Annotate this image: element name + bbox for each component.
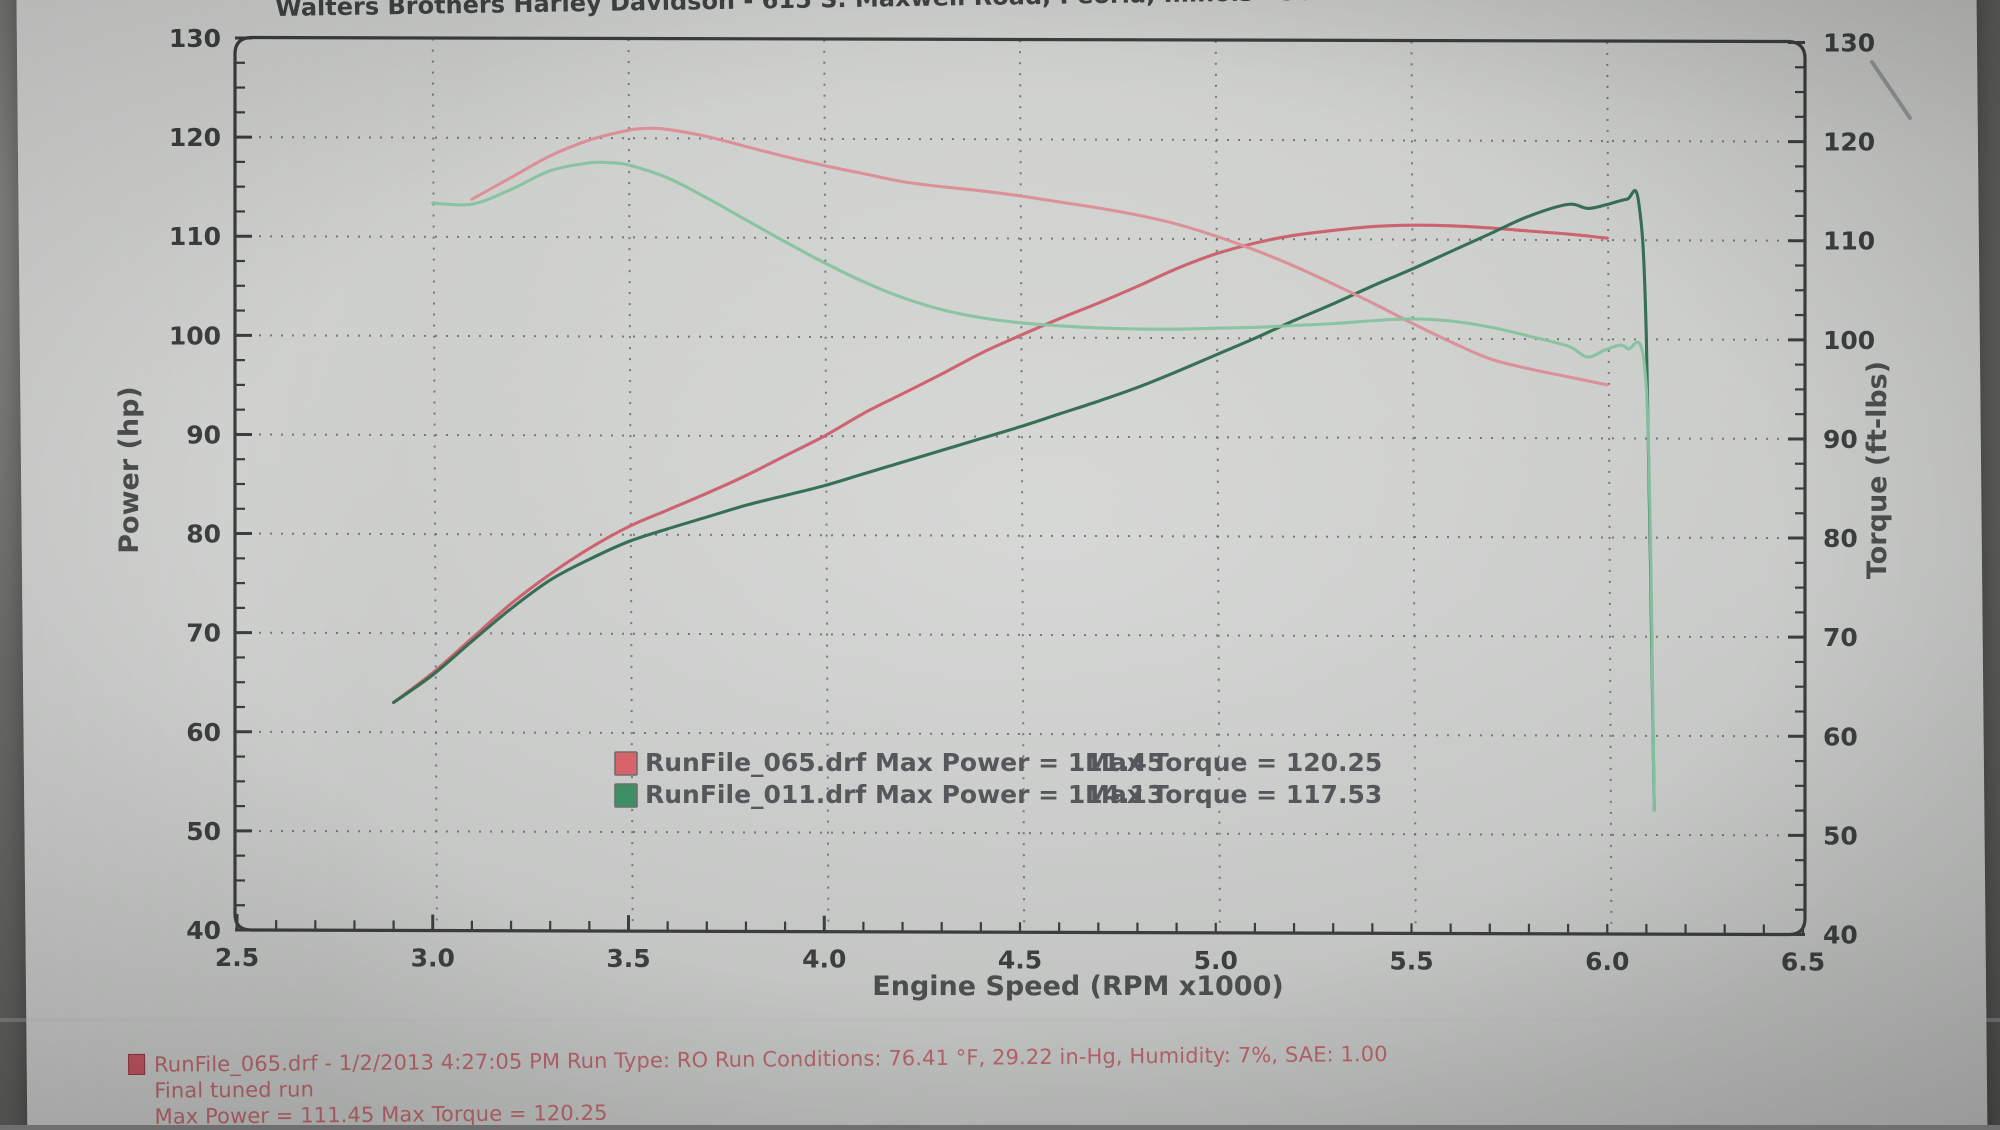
gridline-vertical (1607, 42, 1611, 934)
y-axis-tick-label: 120 (169, 123, 221, 152)
legend-torque: Max Torque = 120.25 (1085, 748, 1382, 777)
paper-crease (0, 1018, 2000, 1022)
y2-axis-tick-label: 40 (1823, 921, 1858, 950)
y2-axis-tick-label: 50 (1823, 821, 1858, 850)
y-axis-tick-label: 110 (169, 222, 221, 251)
plot-group: 40 40 50 50 60 60 70 70 80 80 90 90 100 100 110 110 120 1… (0, 24, 2000, 1022)
gridline-vertical (433, 39, 437, 931)
pen-mark (1872, 62, 1910, 118)
y-axis-tick-label: 70 (186, 619, 221, 648)
x-axis-tick-label: 3.0 (411, 944, 455, 973)
y-axis-tick-label: 90 (186, 420, 221, 449)
gridline-horizontal (237, 831, 1803, 836)
y2-axis-tick-label: 80 (1823, 524, 1858, 553)
run-caption: RunFile_065.drf - 1/2/2013 4:27:05 PM Ru… (128, 1040, 1529, 1130)
x-axis-tick-label: 5.5 (1389, 946, 1433, 975)
y-axis-tick-label: 50 (186, 817, 221, 846)
x-axis-tick-label: 2.5 (215, 943, 259, 972)
legend-swatch (615, 784, 637, 807)
gridline-horizontal (237, 534, 1803, 539)
page-title: Walters Brothers Harley Davidson - 615 S… (275, 0, 1467, 22)
x-axis-title: Engine Speed (RPM x1000) (872, 971, 1283, 1002)
y2-axis-tick-label: 60 (1823, 722, 1858, 751)
series-line-RunFile_011-drf-torque (433, 162, 1654, 810)
y2-axis-tick-label: 100 (1823, 326, 1875, 355)
x-axis-tick-label: 6.0 (1585, 947, 1629, 976)
gridline-vertical (1412, 41, 1416, 933)
y-axis-tick-label: 100 (169, 321, 221, 350)
x-axis-tick-label: 6.5 (1781, 948, 1825, 977)
y2-axis-tick-label: 90 (1823, 425, 1858, 454)
data-curves (394, 128, 1655, 810)
y-axis-title: Power (hp) (114, 386, 145, 554)
gridline-horizontal (237, 732, 1803, 737)
y-axis-tick-label: 40 (186, 916, 221, 945)
axis-labels: 40 40 50 50 60 60 70 70 80 80 90 90 100 100 110 110 120 1… (169, 24, 1875, 977)
gridline-horizontal (237, 434, 1803, 439)
y2-axis-tick-label: 70 (1823, 623, 1858, 652)
legend-torque: Max Torque = 117.53 (1085, 780, 1382, 809)
series-line-RunFile_011-drf-power (394, 190, 1655, 810)
y-axis-tick-label: 130 (169, 24, 221, 53)
y2-axis-tick-label: 110 (1823, 227, 1875, 256)
series-line-RunFile_065-drf-power (394, 225, 1608, 702)
caption-color-swatch (128, 1054, 145, 1075)
x-axis-tick-label: 3.5 (606, 944, 650, 973)
y2-axis-tick-label: 120 (1823, 128, 1875, 157)
y2-axis-tick-label: 130 (1823, 29, 1875, 58)
x-axis-tick-label: 4.5 (998, 945, 1042, 974)
chart-title-strip: Walters Brothers Harley Davidson - 615 S… (0, 0, 2000, 22)
y-axis-tick-label: 60 (186, 718, 221, 747)
y-axis-tick-label: 80 (186, 520, 221, 549)
x-axis-tick-label: 4.0 (802, 945, 846, 974)
legend-swatch (615, 752, 637, 775)
y2-axis-title: Torque (ft-lbs) (1862, 361, 1893, 579)
